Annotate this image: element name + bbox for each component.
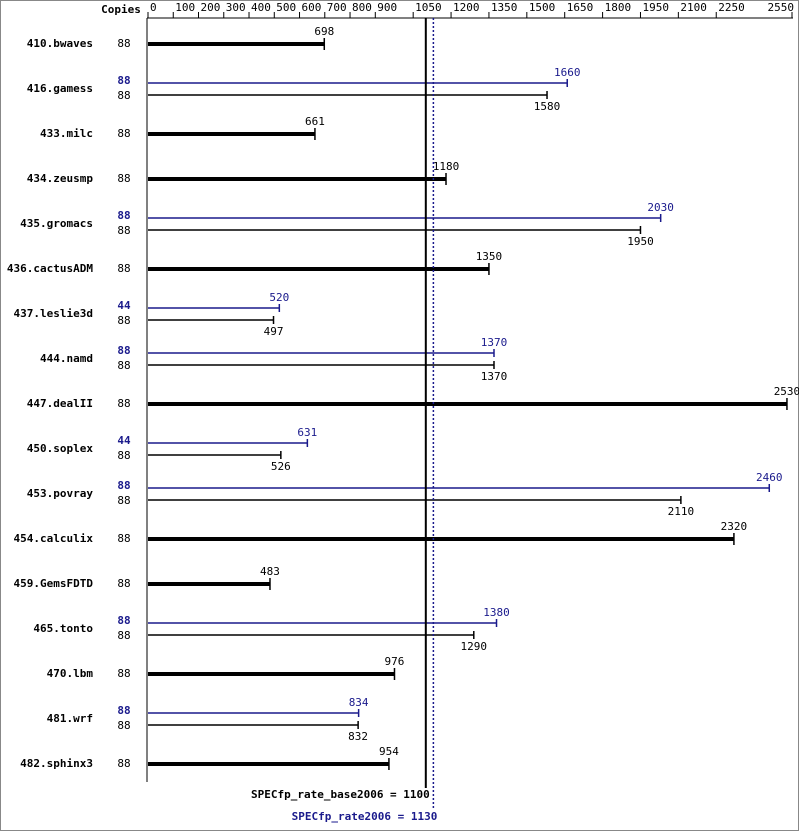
copies-label: 44 [117, 299, 131, 312]
copies-label: 88 [117, 172, 130, 185]
value-label: 698 [314, 25, 334, 38]
category-label: 482.sphinx3 [20, 757, 93, 770]
value-label: 1580 [534, 100, 561, 113]
copies-label: 88 [117, 629, 130, 642]
x-tick-label: 800 [352, 1, 372, 14]
value-label: 976 [385, 655, 405, 668]
copies-label: 88 [117, 532, 130, 545]
value-label: 526 [271, 460, 291, 473]
category-label: 433.milc [40, 127, 93, 140]
value-label: 1180 [433, 160, 460, 173]
copies-label: 88 [117, 397, 130, 410]
copies-label: 88 [117, 224, 130, 237]
reference-label: SPECfp_rate_base2006 = 1100 [251, 788, 430, 801]
category-label: 450.soplex [27, 442, 94, 455]
value-label: 1660 [554, 66, 581, 79]
x-tick-label: 300 [226, 1, 246, 14]
copies-label: 88 [117, 494, 130, 507]
copies-label: 88 [117, 127, 130, 140]
copies-label: 88 [117, 577, 130, 590]
reference-label: SPECfp_rate2006 = 1130 [292, 810, 438, 823]
value-label: 1350 [476, 250, 503, 263]
x-tick-label: 1650 [567, 1, 594, 14]
x-tick-label: 1350 [491, 1, 518, 14]
copies-label: 44 [117, 434, 131, 447]
x-tick-label: 1500 [529, 1, 556, 14]
copies-label: 88 [117, 74, 130, 87]
value-label: 497 [264, 325, 284, 338]
category-label: 465.tonto [33, 622, 93, 635]
value-label: 1290 [461, 640, 488, 653]
x-tick-label: 1050 [415, 1, 442, 14]
copies-label: 88 [117, 704, 130, 717]
category-label: 434.zeusmp [27, 172, 94, 185]
category-label: 435.gromacs [20, 217, 93, 230]
x-tick-label: 600 [302, 1, 322, 14]
copies-label: 88 [117, 449, 130, 462]
x-tick-label: 200 [201, 1, 221, 14]
value-label: 483 [260, 565, 280, 578]
value-label: 1370 [481, 370, 508, 383]
value-label: 2460 [756, 471, 783, 484]
copies-label: 88 [117, 479, 130, 492]
copies-label: 88 [117, 262, 130, 275]
copies-label: 88 [117, 344, 130, 357]
value-label: 631 [297, 426, 317, 439]
value-label: 2530 [774, 385, 799, 398]
copies-label: 88 [117, 209, 130, 222]
copies-label: 88 [117, 667, 130, 680]
value-label: 1950 [627, 235, 654, 248]
copies-label: 88 [117, 719, 130, 732]
value-label: 520 [269, 291, 289, 304]
x-tick-label: 400 [251, 1, 271, 14]
x-tick-label: 1200 [453, 1, 480, 14]
copies-label: 88 [117, 89, 130, 102]
x-tick-label: 2250 [718, 1, 745, 14]
x-tick-label: 1800 [605, 1, 632, 14]
x-tick-label: 700 [327, 1, 347, 14]
x-tick-label: 2550 [768, 1, 795, 14]
category-label: 447.dealII [27, 397, 93, 410]
value-label: 832 [348, 730, 368, 743]
category-label: 459.GemsFDTD [14, 577, 94, 590]
category-label: 437.leslie3d [14, 307, 93, 320]
value-label: 1380 [483, 606, 510, 619]
copies-label: 88 [117, 314, 130, 327]
category-label: 453.povray [27, 487, 94, 500]
value-label: 834 [349, 696, 369, 709]
category-label: 410.bwaves [27, 37, 93, 50]
value-label: 2110 [668, 505, 695, 518]
value-label: 954 [379, 745, 399, 758]
category-label: 470.lbm [47, 667, 94, 680]
copies-label: 88 [117, 614, 130, 627]
category-label: 436.cactusADM [7, 262, 93, 275]
value-label: 661 [305, 115, 325, 128]
x-tick-label: 2100 [680, 1, 707, 14]
category-label: 481.wrf [47, 712, 93, 725]
x-tick-label: 1950 [642, 1, 669, 14]
x-tick-label: 0 [150, 1, 157, 14]
copies-label: 88 [117, 757, 130, 770]
category-label: 454.calculix [14, 532, 94, 545]
x-tick-label: 100 [175, 1, 195, 14]
value-label: 2320 [721, 520, 748, 533]
x-tick-label: 500 [276, 1, 296, 14]
category-label: 444.namd [40, 352, 93, 365]
copies-label: 88 [117, 37, 130, 50]
copies-header: Copies [101, 3, 141, 16]
value-label: 1370 [481, 336, 508, 349]
category-label: 416.gamess [27, 82, 93, 95]
copies-label: 88 [117, 359, 130, 372]
x-tick-label: 900 [377, 1, 397, 14]
value-label: 2030 [647, 201, 674, 214]
